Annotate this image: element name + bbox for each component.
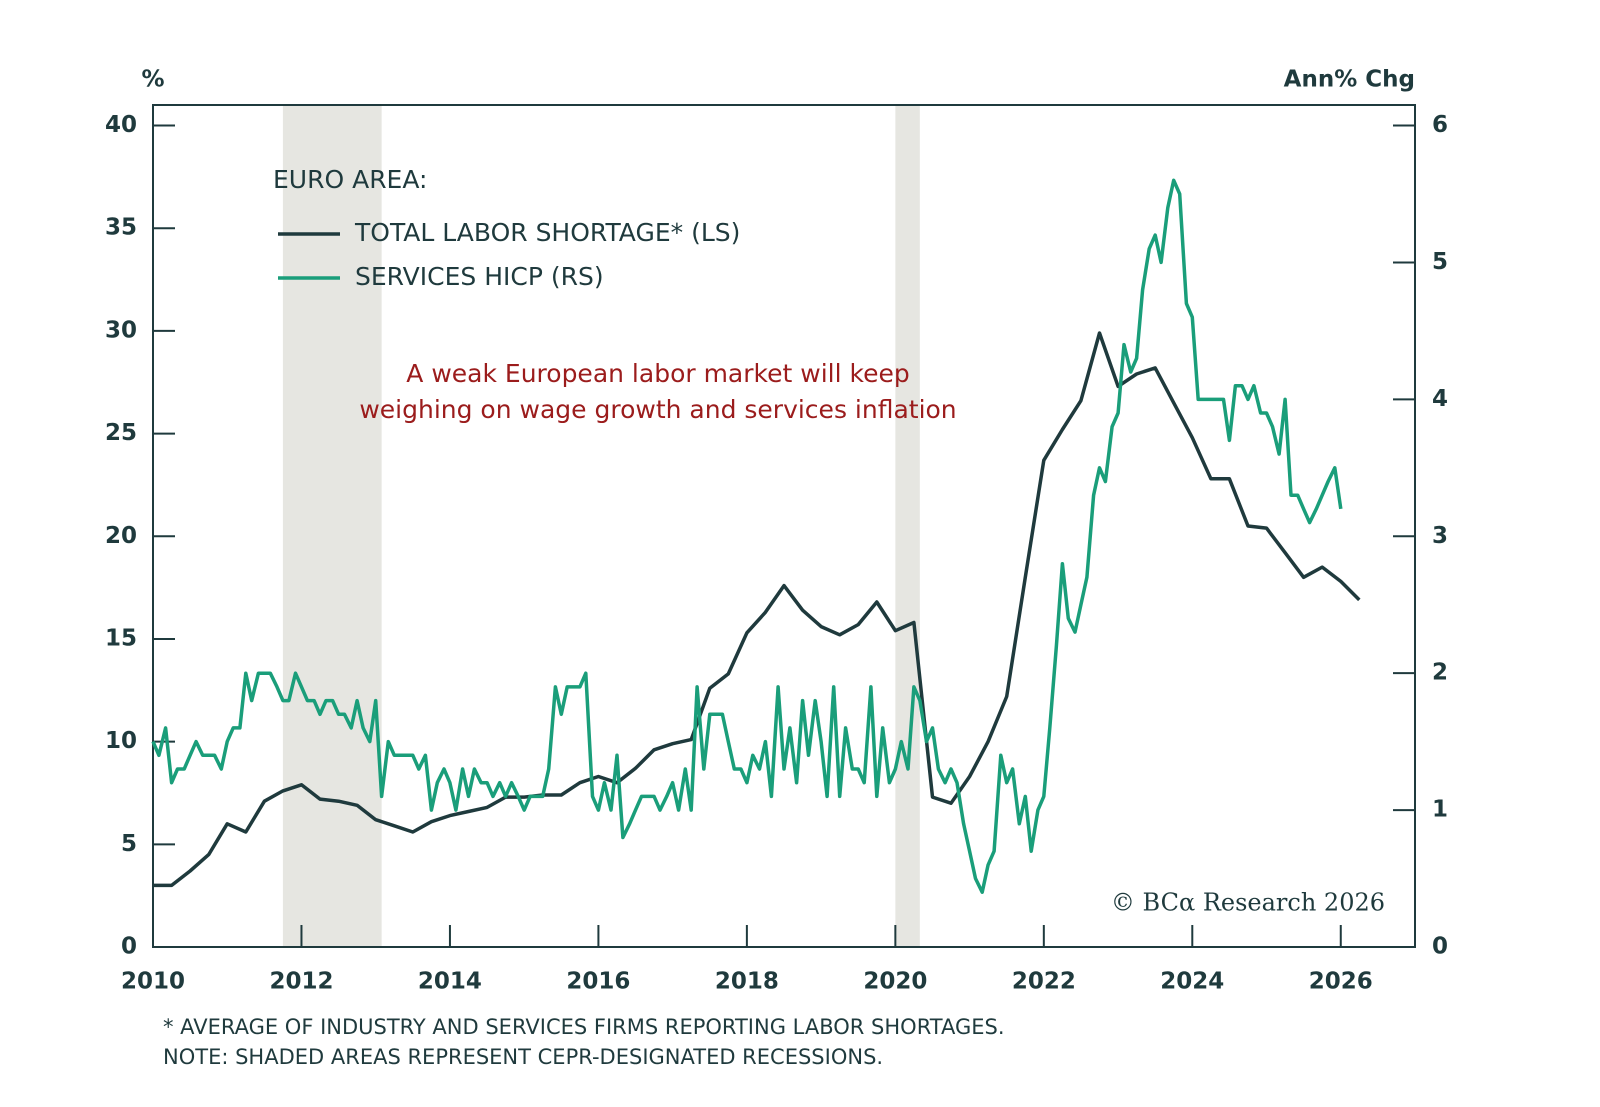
y-tick-label: 25 (105, 420, 137, 446)
y2-tick-label: 2 (1432, 660, 1448, 686)
x-tick-label: 2010 (121, 969, 185, 995)
y-tick-label: 40 (105, 112, 137, 138)
y2-axis-label: Ann% Chg (1284, 67, 1415, 93)
y2-tick-label: 1 (1432, 797, 1448, 823)
x-tick-label: 2020 (863, 969, 927, 995)
y-tick-label: 30 (105, 317, 137, 343)
recession-shade (895, 105, 920, 947)
y2-tick-label: 5 (1432, 249, 1448, 275)
y2-tick-label: 4 (1432, 386, 1448, 412)
series-line (153, 331, 1361, 888)
y2-tick-label: 0 (1432, 934, 1448, 960)
footnote: NOTE: SHADED AREAS REPRESENT CEPR-DESIGN… (163, 1045, 883, 1069)
x-tick-label: 2022 (1012, 969, 1076, 995)
x-tick-label: 2014 (418, 969, 482, 995)
y-tick-label: 15 (105, 625, 137, 651)
legend-title: EURO AREA: (273, 165, 427, 194)
y-tick-label: 10 (105, 728, 137, 754)
y2-tick-label: 3 (1432, 523, 1448, 549)
x-tick-label: 2012 (269, 969, 333, 995)
x-tick-label: 2026 (1309, 969, 1373, 995)
plot-frame (152, 104, 1416, 948)
x-tick-label: 2016 (566, 969, 630, 995)
x-tick-label: 2018 (715, 969, 779, 995)
y-tick-label: 5 (121, 831, 137, 857)
y-axis-label: % (141, 67, 164, 93)
y-tick-label: 20 (105, 523, 137, 549)
x-tick-label: 2024 (1160, 969, 1224, 995)
series-line (151, 178, 1343, 894)
recession-shade (282, 105, 382, 947)
y2-tick-label: 6 (1432, 112, 1448, 138)
annotation: A weak European labor market will keep (406, 359, 909, 388)
y-tick-label: 0 (121, 934, 137, 960)
source: © BCα Research 2026 (1111, 889, 1385, 917)
annotation: weighing on wage growth and services inf… (359, 395, 956, 424)
y-tick-label: 35 (105, 215, 137, 241)
footnote: * AVERAGE OF INDUSTRY AND SERVICES FIRMS… (163, 1015, 1005, 1039)
legend-label: SERVICES HICP (RS) (355, 262, 604, 291)
legend-label: TOTAL LABOR SHORTAGE* (LS) (354, 218, 740, 247)
